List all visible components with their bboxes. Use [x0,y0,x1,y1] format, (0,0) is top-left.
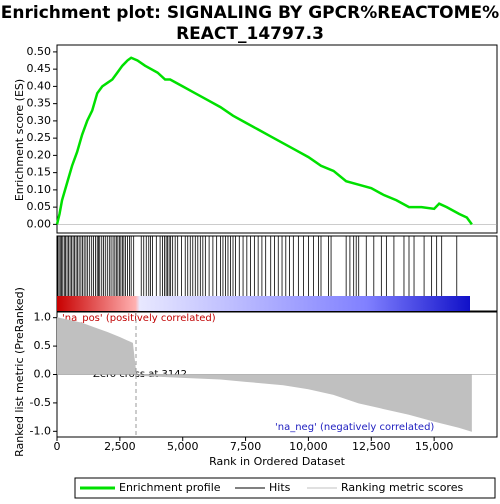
x-tick-label: 0 [54,440,61,453]
y-tick-label: 0.0 [34,368,52,381]
x-tick-label: 5,000 [167,440,199,453]
legend-label: Enrichment profile [119,481,221,494]
y-tick-label: 1.0 [34,311,52,324]
x-tick-label: 10,000 [289,440,328,453]
y-tick-label: 0.00 [27,217,52,230]
es-panel [56,44,498,234]
y-tick-label: 0.05 [27,200,52,213]
legend-label: Ranking metric scores [341,481,463,494]
y-tick-label: 0.15 [27,166,52,179]
y-tick-label: -1.0 [30,424,51,437]
y-tick-label: 0.40 [27,79,52,92]
annotation: 'na_neg' (negatively correlated) [275,422,434,433]
y-tick-label: 0.5 [34,339,52,352]
color-bar [57,296,470,311]
legend [74,477,496,499]
es-line [55,56,473,226]
legend-label: Hits [269,481,291,494]
y-axis-title: Enrichment score (ES) [13,79,26,201]
chart-title: Enrichment plot: SIGNALING BY GPCR%REACT… [1,3,499,44]
y-tick-label: 0.50 [27,45,52,58]
y-tick-label: 0.45 [27,62,52,75]
y-tick-label: 0.20 [27,148,52,161]
x-tick-label: 2,500 [104,440,136,453]
x-axis-title: Rank in Ordered Dataset [209,455,346,468]
y-tick-label: 0.30 [27,114,52,127]
x-tick-label: 7,500 [230,440,262,453]
y-tick-label: -0.5 [30,396,51,409]
x-tick-label: 15,000 [415,440,454,453]
x-tick-label: 12,500 [352,440,391,453]
annotation: 'na_pos' (positively correlated) [62,313,216,324]
y-tick-label: 0.35 [27,97,52,110]
y-tick-label: 0.10 [27,183,52,196]
title-line: REACT_14797.3 [176,24,324,44]
title-line: Enrichment plot: SIGNALING BY GPCR%REACT… [1,3,499,23]
y-tick-label: 0.25 [27,131,52,144]
y-axis-title: Ranked list metric (PreRanked) [13,287,26,457]
metric-line [56,317,473,432]
